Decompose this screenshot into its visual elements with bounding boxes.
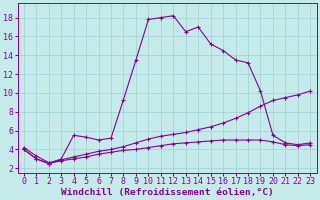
X-axis label: Windchill (Refroidissement éolien,°C): Windchill (Refroidissement éolien,°C)	[61, 188, 274, 197]
